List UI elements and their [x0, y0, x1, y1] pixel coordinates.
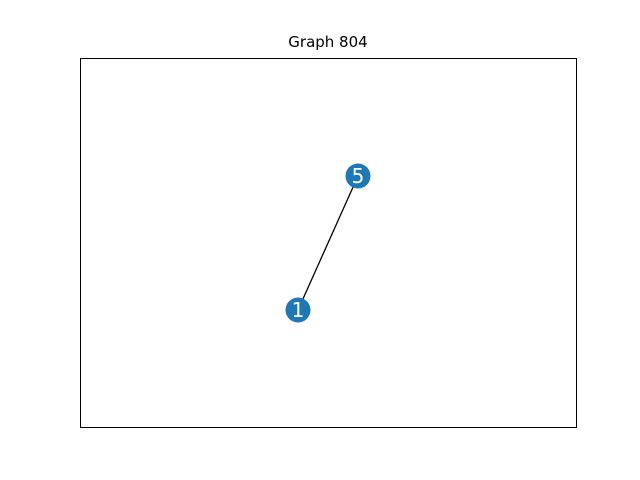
node-1-circle [285, 297, 311, 323]
node-5: 5 [345, 163, 371, 189]
node-5-label: 5 [352, 164, 365, 188]
node-1-label: 1 [292, 298, 305, 322]
node-1: 1 [285, 297, 311, 323]
node-5-circle [345, 163, 371, 189]
graph-title: Graph 804 [288, 33, 368, 51]
edge-1-5 [297, 175, 359, 311]
plot-frame [80, 58, 577, 428]
